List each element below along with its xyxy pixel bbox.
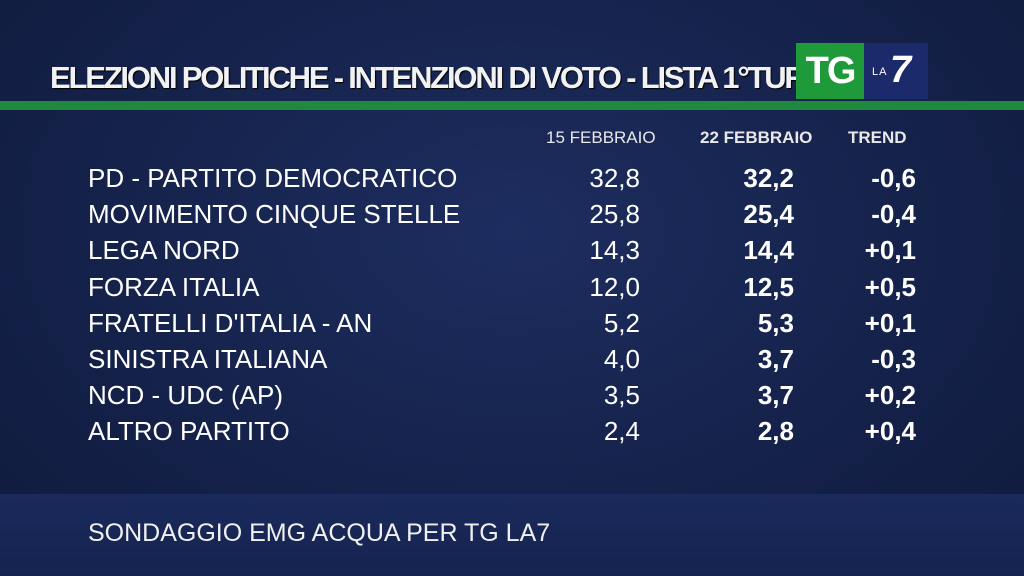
poll-table: PD - PARTITO DEMOCRATICO 32,8 32,2 -0,6 … xyxy=(0,160,1024,450)
column-header-feb22: 22 FEBBRAIO xyxy=(700,128,813,147)
value-trend: +0,1 xyxy=(864,235,916,266)
table-row: SINISTRA ITALIANA 4,0 3,7 -0,3 xyxy=(0,341,1024,377)
party-name: PD - PARTITO DEMOCRATICO xyxy=(88,163,458,193)
value-feb22: 32,2 xyxy=(743,163,794,193)
table-row: FORZA ITALIA 12,0 12,5 +0,5 xyxy=(0,269,1024,305)
value-trend: -0,4 xyxy=(871,199,916,230)
value-feb15: 4,0 xyxy=(603,343,640,374)
party-name: ALTRO PARTITO xyxy=(88,416,290,447)
value-feb15: 32,8 xyxy=(589,163,640,193)
value-trend: -0,3 xyxy=(871,343,916,374)
logo-la7-block: LA 7 xyxy=(864,43,928,99)
value-feb22: 5,3 xyxy=(757,307,794,338)
party-name: MOVIMENTO CINQUE STELLE xyxy=(88,199,461,230)
table-row: NCD - UDC (AP) 3,5 3,7 +0,2 xyxy=(0,377,1024,413)
poll-source: SONDAGGIO EMG ACQUA PER TG LA7 xyxy=(88,519,551,547)
value-feb22: 3,7 xyxy=(757,380,794,411)
party-name: NCD - UDC (AP) xyxy=(88,380,283,411)
logo-la-text: LA xyxy=(872,66,888,78)
column-header-feb15: 15 FEBBRAIO xyxy=(546,128,656,147)
party-name: FORZA ITALIA xyxy=(88,271,260,302)
party-name: SINISTRA ITALIANA xyxy=(88,343,328,374)
value-feb15: 25,8 xyxy=(589,199,640,230)
table-row: MOVIMENTO CINQUE STELLE 25,8 25,4 -0,4 xyxy=(0,196,1024,232)
title-divider xyxy=(0,101,1024,110)
table-row: ALTRO PARTITO 2,4 2,8 +0,4 xyxy=(0,413,1024,449)
tg-la7-logo: TG LA 7 xyxy=(796,43,928,99)
table-row: PD - PARTITO DEMOCRATICO 32,8 32,2 -0,6 xyxy=(0,160,1024,196)
value-feb22: 2,8 xyxy=(757,416,794,447)
table-row: FRATELLI D'ITALIA - AN 5,2 5,3 +0,1 xyxy=(0,305,1024,341)
value-trend: +0,2 xyxy=(864,380,916,411)
value-feb15: 12,0 xyxy=(589,271,640,302)
party-name: LEGA NORD xyxy=(88,235,240,266)
footer-band xyxy=(0,494,1024,576)
value-feb22: 14,4 xyxy=(743,235,794,266)
value-feb15: 14,3 xyxy=(589,235,640,266)
table-row: LEGA NORD 14,3 14,4 +0,1 xyxy=(0,232,1024,268)
logo-tg-text: TG xyxy=(796,43,864,99)
value-feb15: 5,2 xyxy=(603,307,640,338)
value-trend: +0,1 xyxy=(864,307,916,338)
party-name: FRATELLI D'ITALIA - AN xyxy=(88,307,373,338)
value-feb22: 3,7 xyxy=(757,343,794,374)
value-feb22: 12,5 xyxy=(743,271,794,302)
value-feb15: 3,5 xyxy=(603,380,640,411)
value-trend: +0,5 xyxy=(864,271,916,302)
value-feb15: 2,4 xyxy=(603,416,640,447)
value-trend: -0,6 xyxy=(871,163,916,193)
column-header-trend: TREND xyxy=(848,128,907,147)
page-title: ELEZIONI POLITICHE - INTENZIONI DI VOTO … xyxy=(50,60,798,95)
value-trend: +0,4 xyxy=(864,416,916,447)
logo-seven-text: 7 xyxy=(890,49,912,91)
value-feb22: 25,4 xyxy=(743,199,794,230)
